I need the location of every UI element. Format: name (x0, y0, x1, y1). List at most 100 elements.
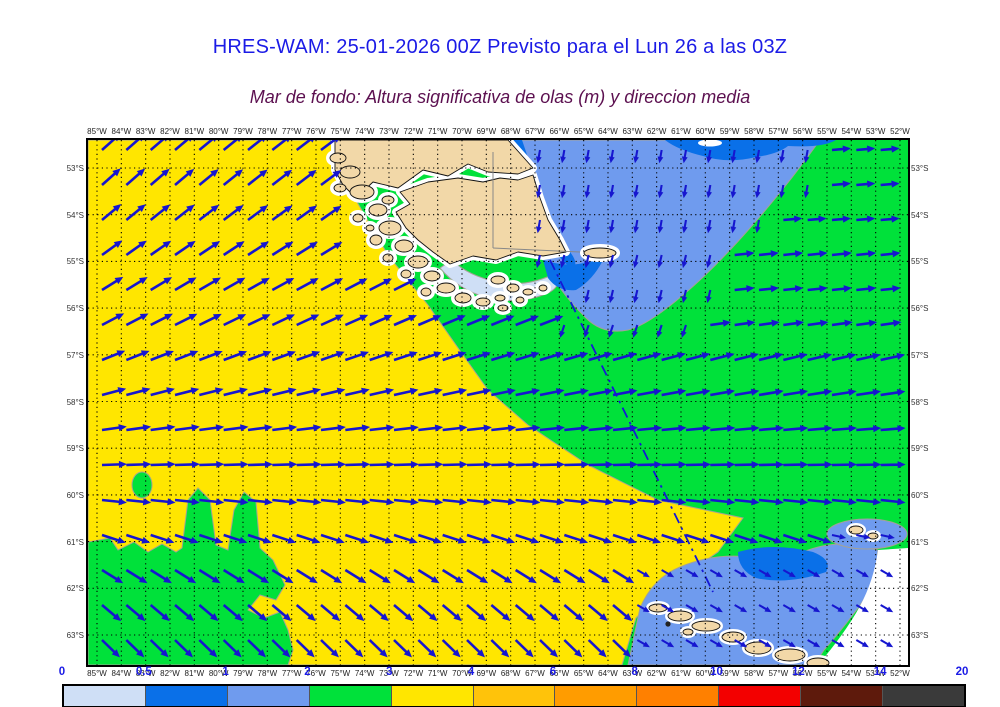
wave-direction-arrow (247, 205, 269, 222)
wave-direction-arrow (563, 351, 589, 362)
lon-label: 75°W (330, 669, 351, 678)
wave-direction-arrow (369, 351, 394, 362)
wave-direction-arrow (320, 351, 345, 362)
wave-direction-arrow (709, 604, 723, 613)
wave-direction-arrow (633, 184, 639, 199)
wave-direction-arrow (393, 387, 419, 397)
wave-direction-arrow (880, 639, 894, 648)
wave-direction-arrow (222, 568, 245, 584)
wave-direction-arrow (125, 240, 147, 257)
wave-direction-arrow (758, 352, 784, 362)
colorbar-tick: 3 (386, 666, 393, 678)
wave-direction-arrow (271, 568, 294, 584)
wave-direction-arrow (296, 498, 322, 506)
maritime-boundary-line (549, 259, 714, 593)
lon-label: 73°W (379, 127, 399, 136)
wave-direction-arrow (295, 169, 317, 187)
wave-direction-arrow (758, 319, 780, 327)
wave-direction-arrow (782, 533, 808, 544)
wave-direction-arrow (856, 250, 877, 258)
wave-direction-arrow (344, 278, 368, 292)
wave-direction-arrow (491, 424, 517, 432)
wave-direction-arrow (632, 254, 639, 269)
wave-direction-arrow (125, 204, 146, 222)
wave-direction-arrow (637, 424, 663, 432)
wave-direction-arrow (710, 388, 735, 397)
wave-height-map (88, 140, 908, 665)
lon-label: 67°W (525, 669, 545, 678)
wave-direction-arrow (856, 352, 881, 362)
wave-direction-arrow (393, 498, 419, 506)
wave-direction-arrow (783, 250, 804, 258)
wave-direction-arrow (344, 351, 369, 362)
wave-direction-arrow (125, 140, 146, 151)
wave-direction-arrow (636, 604, 650, 613)
wave-direction-arrow (466, 639, 485, 658)
wave-direction-arrow (657, 254, 663, 269)
lon-label: 62°W (646, 669, 667, 678)
colorbar-segment-12-14m (801, 686, 884, 706)
wave-direction-arrow (587, 568, 610, 584)
lat-label: 56°S (911, 304, 929, 314)
wave-direction-arrow (681, 219, 688, 234)
wave-direction-arrow (149, 204, 171, 222)
wave-direction-arrow (393, 314, 417, 327)
wave-direction-arrow (734, 639, 748, 648)
wave-direction-arrow (856, 215, 876, 223)
lon-label: 81°W (184, 127, 205, 136)
lon-label: 52°W (890, 127, 910, 136)
lon-label: 76°W (306, 669, 326, 678)
wave-direction-arrow (803, 184, 810, 199)
wave-direction-arrow (831, 461, 857, 469)
wave-direction-arrow (539, 388, 565, 397)
wave-direction-arrow (125, 604, 146, 622)
wave-direction-arrow (101, 168, 121, 186)
wave-direction-arrow (734, 604, 748, 613)
wave-direction-arrow (174, 240, 196, 257)
wave-direction-arrow (149, 639, 169, 658)
wave-direction-arrow (685, 533, 710, 544)
wave-direction-arrow (632, 324, 639, 338)
wave-direction-arrow (563, 568, 586, 584)
lon-label: 74°W (354, 127, 375, 136)
wave-direction-arrow (734, 250, 755, 258)
wave-direction-arrow (174, 168, 195, 186)
wave-direction-arrow (101, 240, 123, 257)
wave-direction-arrow (345, 498, 371, 506)
wave-direction-arrow (612, 424, 638, 432)
wave-direction-arrow (101, 276, 124, 292)
colorbar-segment-2-3m (309, 686, 392, 706)
lon-label: 63°W (622, 127, 643, 136)
wave-direction-arrow (734, 533, 759, 544)
wave-direction-arrow (271, 277, 295, 292)
wave-direction-arrow (199, 424, 225, 432)
wave-direction-arrow (831, 388, 857, 397)
wave-direction-arrow (730, 219, 737, 234)
lon-label: 67°W (525, 127, 545, 136)
wave-direction-arrow (320, 568, 343, 584)
wave-direction-arrow (222, 639, 242, 658)
wave-direction-arrow (831, 145, 851, 153)
lon-label: 59°W (719, 669, 740, 678)
lat-label: 62°S (911, 584, 929, 594)
wave-direction-arrow (807, 498, 833, 506)
wave-direction-arrow (344, 568, 367, 584)
wave-direction-arrow (271, 604, 292, 622)
lat-label: 58°S (66, 397, 84, 407)
colorbar-segment-1-2m (227, 686, 310, 706)
wave-direction-arrow (295, 205, 318, 222)
lon-label: 52°W (890, 669, 910, 678)
wave-direction-arrow (710, 319, 732, 327)
wave-direction-arrow (807, 319, 829, 327)
wave-direction-arrow (320, 533, 345, 544)
wave-direction-arrow (807, 352, 832, 362)
wave-direction-arrow (560, 219, 566, 234)
lon-label: 73°W (379, 669, 399, 678)
wave-direction-arrow (369, 387, 395, 397)
wave-direction-arrow (126, 498, 152, 506)
lat-label: 61°S (66, 537, 84, 547)
wave-direction-arrow (535, 184, 542, 199)
wave-direction-arrow (783, 461, 809, 469)
wave-direction-arrow (223, 314, 247, 327)
wave-direction-arrow (588, 460, 614, 469)
